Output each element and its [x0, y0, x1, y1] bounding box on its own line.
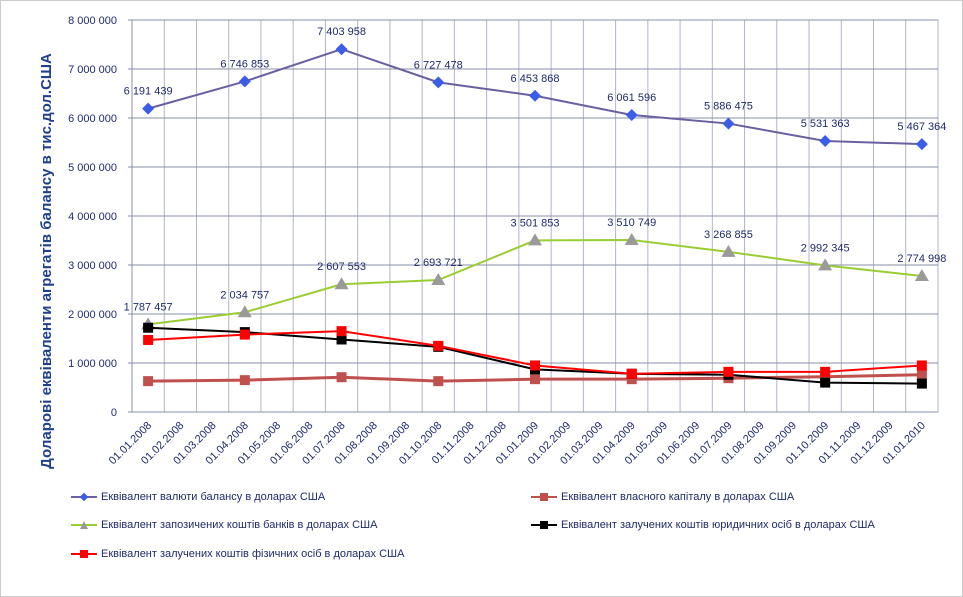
- legend-label: Еквівалент запозичених коштів банків в д…: [101, 519, 378, 531]
- legend-label: Еквівалент валюти балансу в доларах США: [101, 491, 326, 503]
- data-point-diamond: [722, 117, 735, 130]
- data-point-diamond: [625, 108, 638, 121]
- y-tick-label: 8 000 000: [68, 15, 117, 27]
- legend-item: Еквівалент залучених коштів фізичних осі…: [71, 548, 404, 560]
- data-point-diamond: [915, 138, 928, 151]
- y-tick-label: 6 000 000: [68, 113, 117, 125]
- data-point-triangle: [624, 232, 639, 245]
- data-point-triangle: [237, 305, 252, 318]
- data-point-square: [626, 368, 637, 379]
- data-label: 6 746 853: [220, 58, 269, 70]
- legend-key-diamond-icon: [71, 492, 97, 502]
- legend-key-square-icon: [71, 550, 97, 558]
- data-label: 5 531 363: [801, 118, 850, 130]
- data-label: 3 501 853: [511, 217, 560, 229]
- data-label: 2 992 345: [801, 242, 850, 254]
- data-point-square: [916, 369, 927, 380]
- data-point-square: [723, 366, 734, 377]
- data-label: 2 607 553: [317, 261, 366, 273]
- data-point-triangle: [721, 244, 736, 257]
- data-label: 1 787 457: [124, 301, 173, 313]
- legend-item: Еквівалент власного капіталу в доларах С…: [531, 491, 794, 503]
- y-tick-label: 2 000 000: [68, 309, 117, 321]
- legend-item: Еквівалент валюти балансу в доларах США: [71, 491, 325, 503]
- y-tick-label: 0: [111, 407, 117, 419]
- data-point-square: [143, 376, 154, 387]
- data-point-diamond: [432, 76, 445, 89]
- data-point-square: [239, 329, 250, 340]
- data-label: 6 061 596: [607, 92, 656, 104]
- data-label: 5 467 364: [897, 121, 946, 133]
- data-point-triangle: [528, 233, 542, 246]
- data-point-square: [336, 326, 347, 337]
- data-point-square: [530, 360, 540, 371]
- data-label: 2 774 998: [897, 253, 946, 265]
- legend-label: Еквівалент залучених коштів фізичних осі…: [101, 548, 405, 560]
- data-point-square: [916, 378, 927, 389]
- data-point-square: [530, 374, 540, 385]
- data-point-triangle: [334, 277, 349, 290]
- data-label: 6 727 478: [414, 59, 463, 71]
- data-label: 6 453 868: [511, 73, 560, 85]
- data-point-square: [143, 322, 154, 333]
- legend-item: Еквівалент запозичених коштів банків в д…: [71, 519, 377, 531]
- data-point-square: [626, 374, 637, 385]
- data-point-diamond: [819, 134, 832, 147]
- y-tick-label: 1 000 000: [68, 358, 117, 370]
- legend-item: Еквівалент залучених коштів юридичних ос…: [531, 519, 875, 531]
- data-label: 6 191 439: [124, 86, 173, 98]
- legend-label: Еквівалент власного капіталу в доларах С…: [561, 491, 795, 503]
- y-tick-label: 3 000 000: [68, 260, 117, 272]
- data-label: 2 693 721: [414, 257, 463, 269]
- data-point-square: [336, 372, 347, 383]
- data-point-diamond: [142, 102, 155, 115]
- legend-key-square-icon: [531, 521, 557, 529]
- legend-label: Еквівалент залучених коштів юридичних ос…: [561, 519, 875, 531]
- data-point-square: [336, 334, 347, 345]
- data-point-square: [239, 375, 250, 386]
- data-point-triangle: [914, 269, 929, 282]
- data-label: 3 268 855: [704, 229, 753, 241]
- data-point-square: [820, 377, 831, 388]
- y-axis-title: Доларові еквіваленти агрегатів балансу в…: [38, 53, 55, 469]
- data-point-diamond: [335, 43, 348, 56]
- y-tick-label: 7 000 000: [68, 64, 117, 76]
- data-point-square: [916, 360, 927, 371]
- data-point-triangle: [818, 258, 833, 271]
- data-label: 2 034 757: [220, 289, 269, 301]
- y-tick-label: 4 000 000: [68, 211, 117, 223]
- y-tick-label: 5 000 000: [68, 162, 117, 174]
- data-point-diamond: [238, 75, 251, 88]
- data-label: 5 886 475: [704, 101, 753, 113]
- legend-key-triangle-icon: [71, 521, 97, 529]
- data-point-triangle: [431, 273, 446, 286]
- data-point-square: [143, 334, 154, 345]
- data-point-square: [820, 366, 831, 377]
- data-label: 3 510 749: [607, 217, 656, 229]
- data-label: 7 403 958: [317, 26, 366, 38]
- legend-key-square-icon: [531, 493, 557, 501]
- line-chart: 0 1 000 000 2 000 000 3 000 000 4 000 000 5 0…: [38, 15, 946, 469]
- data-point-diamond: [529, 89, 541, 102]
- data-point-square: [433, 376, 444, 387]
- data-point-square: [433, 340, 444, 351]
